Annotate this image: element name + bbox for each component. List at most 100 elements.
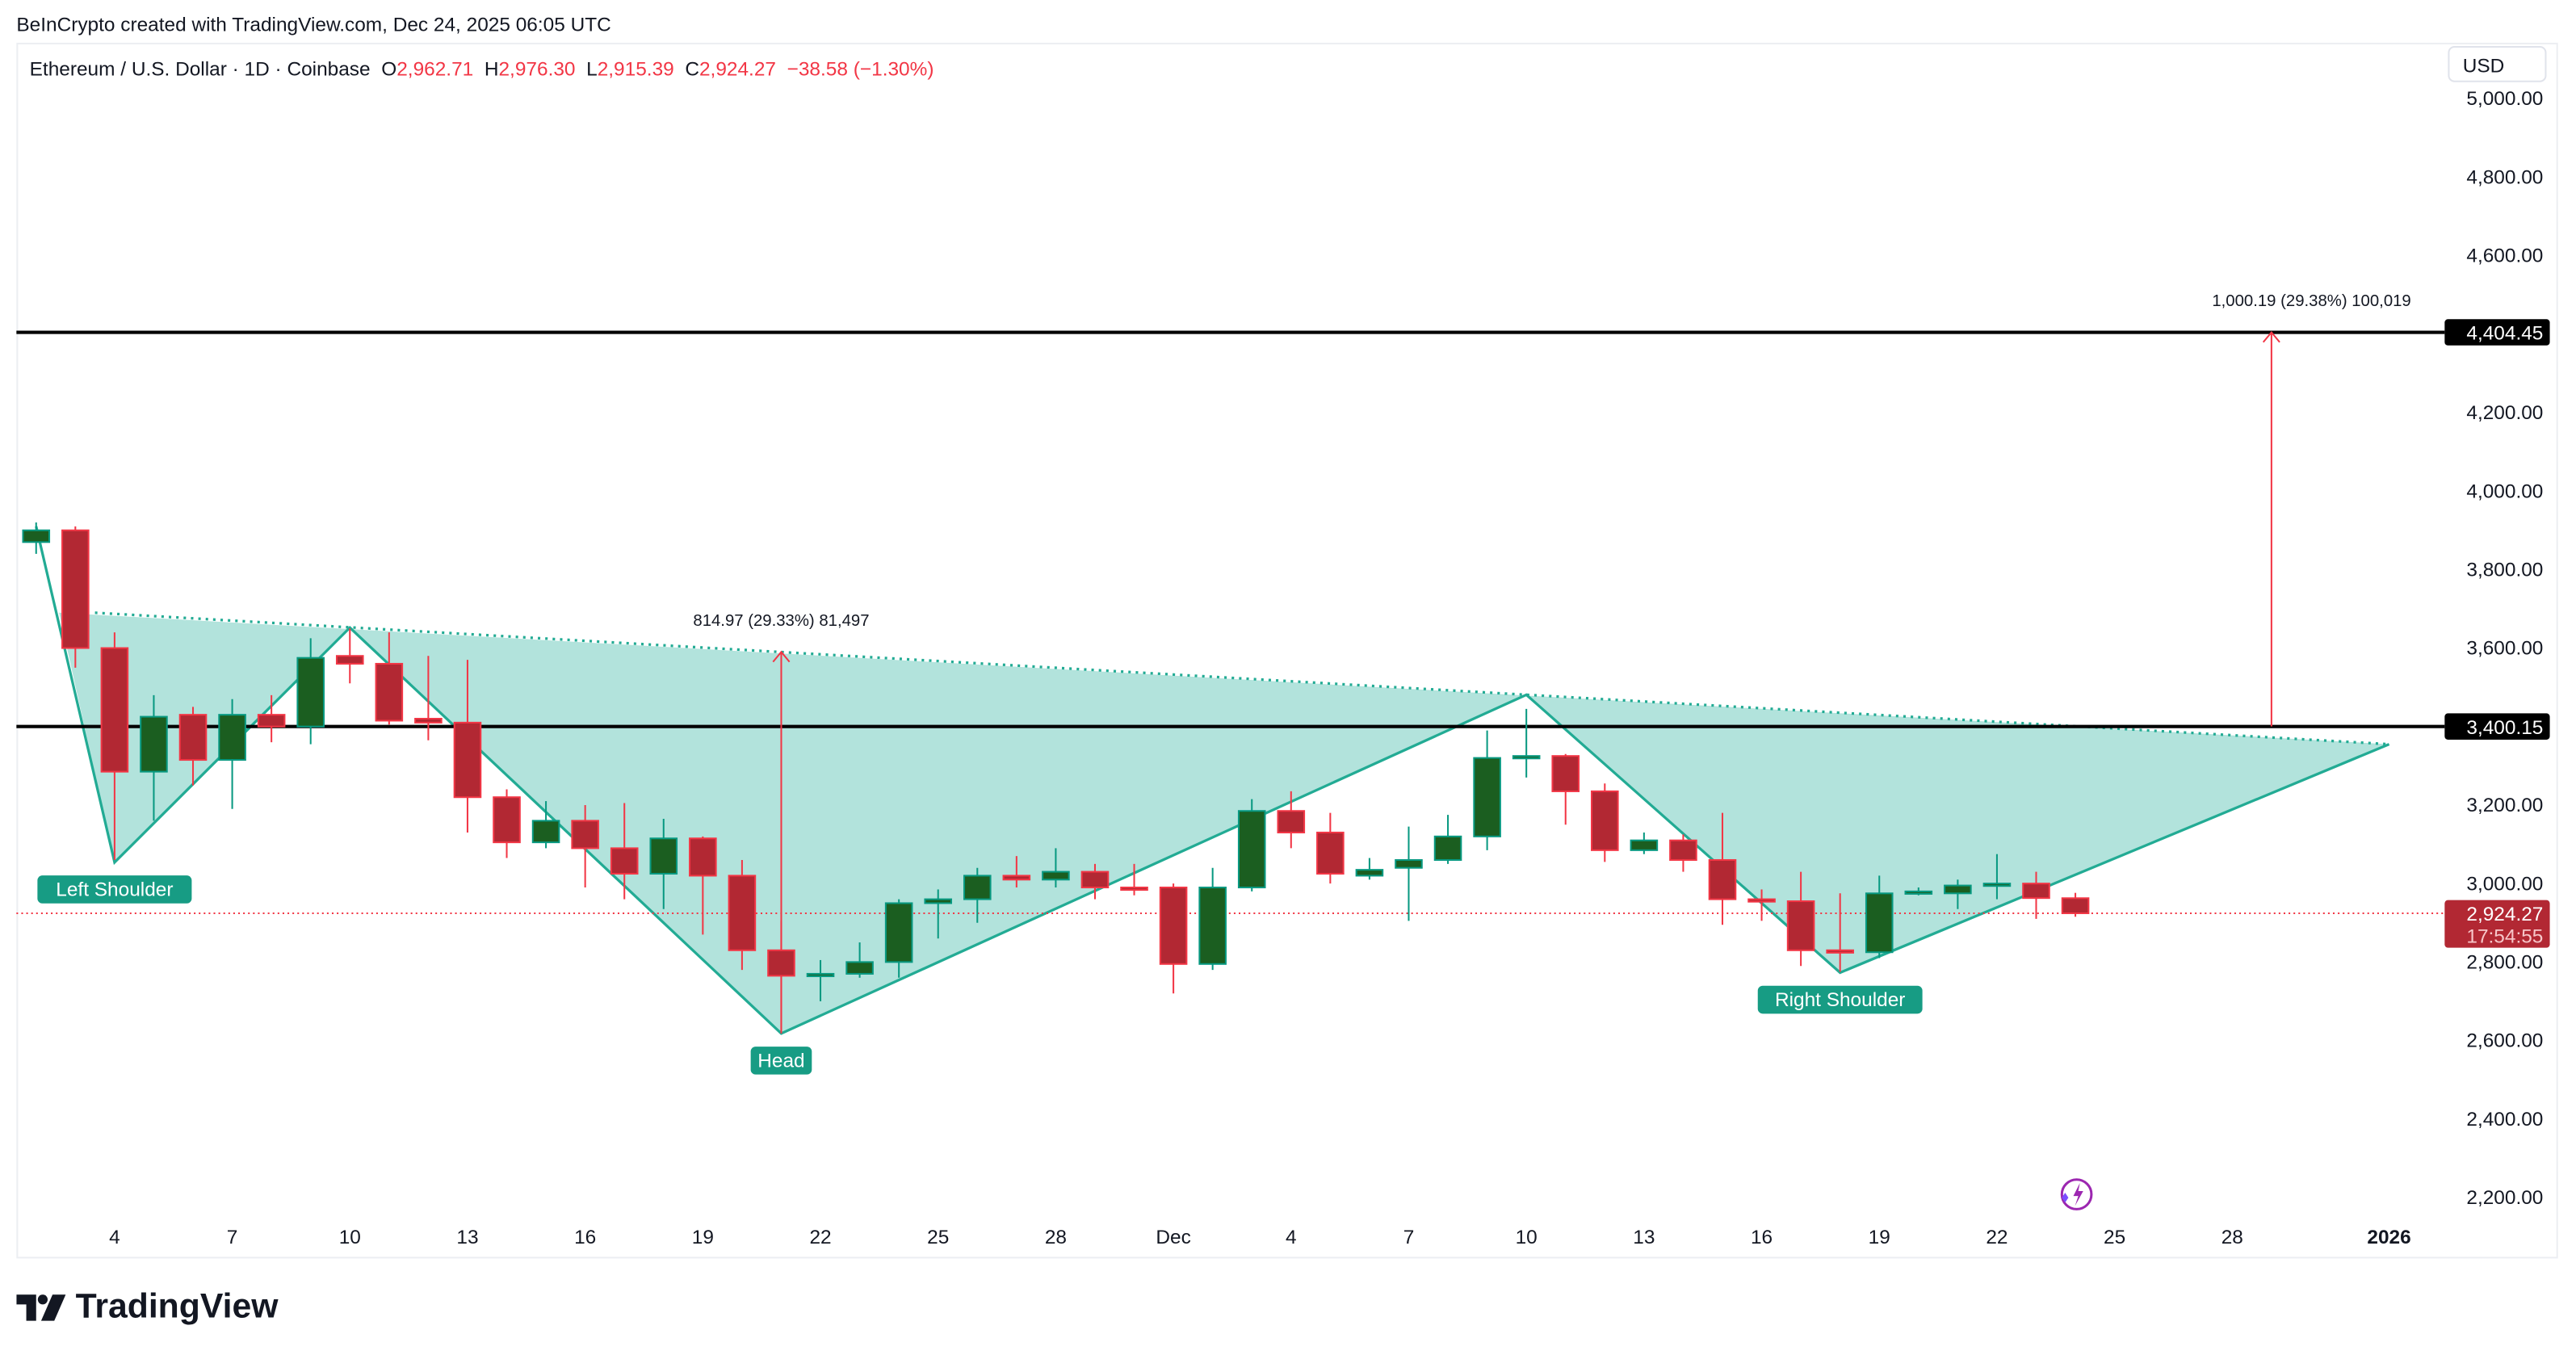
candle-body — [1355, 869, 1384, 877]
candle-body — [963, 875, 992, 900]
candle — [1982, 854, 2012, 900]
y-tick-label: 3,800.00 — [2466, 559, 2543, 581]
candle-body — [531, 820, 560, 844]
candle-body — [1944, 884, 1972, 895]
pattern-label-box — [750, 1047, 812, 1075]
candle — [296, 638, 325, 745]
candle — [1473, 730, 1501, 850]
x-tick-label: 28 — [1045, 1227, 1067, 1248]
currency-button[interactable]: USD — [2448, 45, 2547, 82]
candle-body — [1904, 890, 1933, 895]
pattern-label-box — [1757, 985, 1923, 1014]
open-value: 2,962.71 — [396, 57, 474, 81]
candle-body — [1591, 790, 1619, 851]
x-tick-label: 16 — [1751, 1227, 1773, 1248]
candle-body — [1080, 870, 1110, 889]
x-tick-label: Dec — [1156, 1227, 1190, 1248]
candle-body — [257, 714, 286, 728]
high-value: 2,976.30 — [498, 57, 576, 81]
candle — [22, 522, 51, 554]
candle-body — [924, 898, 953, 904]
measure-label: 1,000.19 (29.38%) 100,019 — [2212, 292, 2410, 310]
close-value: 2,924.27 — [699, 57, 777, 81]
pattern-label-box — [37, 875, 192, 904]
candle — [1630, 832, 1659, 854]
y-tick-label: 3,200.00 — [2466, 795, 2543, 816]
x-tick-label: 25 — [927, 1227, 949, 1248]
x-tick-label: 2026 — [2367, 1227, 2410, 1248]
candle — [61, 526, 90, 668]
candle — [1042, 848, 1070, 888]
candle-body — [1551, 755, 1580, 792]
candle — [1904, 887, 1933, 896]
candle-body — [610, 847, 639, 875]
level-price-tag — [2444, 713, 2550, 740]
candle — [1669, 834, 1697, 872]
candle-body — [61, 529, 90, 649]
candle — [1747, 889, 1776, 921]
lightning-sparkle — [2062, 1193, 2069, 1203]
candle — [728, 859, 757, 971]
candle — [806, 959, 835, 1001]
candle-body — [1002, 875, 1031, 881]
candle-body — [1042, 870, 1070, 881]
brand-name: TradingView — [75, 1288, 279, 1326]
x-tick-label: 4 — [109, 1227, 120, 1248]
lightning-circle — [2060, 1178, 2093, 1210]
x-tick-label: 10 — [1516, 1227, 1538, 1248]
candle-body — [296, 657, 325, 728]
change-value: −38.58 (−1.30%) — [787, 57, 934, 81]
candle — [375, 632, 404, 725]
candle-body — [1237, 810, 1266, 889]
candle-body — [767, 949, 795, 977]
pattern-label: Left Shoulder — [56, 879, 173, 901]
last-price-tag — [2444, 900, 2550, 948]
candle-body — [649, 837, 678, 875]
high-label: H — [484, 57, 499, 81]
measure-arrowhead-icon — [2262, 330, 2280, 343]
candle — [257, 694, 286, 743]
y-tick-label: 2,800.00 — [2466, 952, 2543, 974]
y-tick-label: 5,000.00 — [2466, 88, 2543, 110]
candle-body — [1120, 886, 1148, 891]
candle-body — [689, 837, 717, 877]
candle-body — [22, 529, 51, 543]
candle — [2061, 892, 2090, 917]
x-tick-label: 4 — [1286, 1227, 1297, 1248]
candle — [1316, 812, 1345, 884]
low-label: L — [586, 57, 598, 81]
bar-countdown: 17:54:55 — [2466, 926, 2543, 948]
candle — [140, 694, 168, 821]
candle — [1786, 871, 1815, 967]
candle — [178, 707, 208, 786]
credit-line: BeInCrypto created with TradingView.com,… — [16, 13, 611, 36]
candle — [845, 942, 874, 978]
candle-body — [1395, 858, 1423, 869]
symbol-legend: Ethereum / U.S. Dollar · 1D · Coinbase O… — [30, 57, 934, 80]
candle — [1277, 791, 1306, 849]
level-price-label: 3,400.15 — [2466, 717, 2543, 739]
low-value: 2,915.39 — [597, 57, 674, 81]
candle — [571, 804, 599, 888]
candle-body — [2061, 897, 2090, 914]
candle — [414, 656, 443, 740]
candle — [689, 836, 717, 935]
candle — [335, 628, 364, 684]
candle-body — [806, 972, 835, 978]
pattern-label: Head — [757, 1051, 804, 1072]
x-tick-label: 22 — [1986, 1227, 2008, 1248]
pattern-fill — [59, 612, 2389, 1034]
candle-body — [571, 820, 599, 849]
candle — [1159, 883, 1188, 994]
candle-body — [1982, 883, 2012, 887]
x-tick-label: 19 — [692, 1227, 714, 1248]
level-price-tag — [2444, 319, 2550, 346]
y-tick-label: 4,200.00 — [2466, 402, 2543, 424]
candle-body — [1747, 898, 1776, 903]
candle — [1512, 708, 1541, 778]
candle-body — [845, 961, 874, 975]
candle-body — [375, 662, 404, 722]
candle — [100, 632, 129, 860]
open-label: O — [381, 57, 397, 81]
